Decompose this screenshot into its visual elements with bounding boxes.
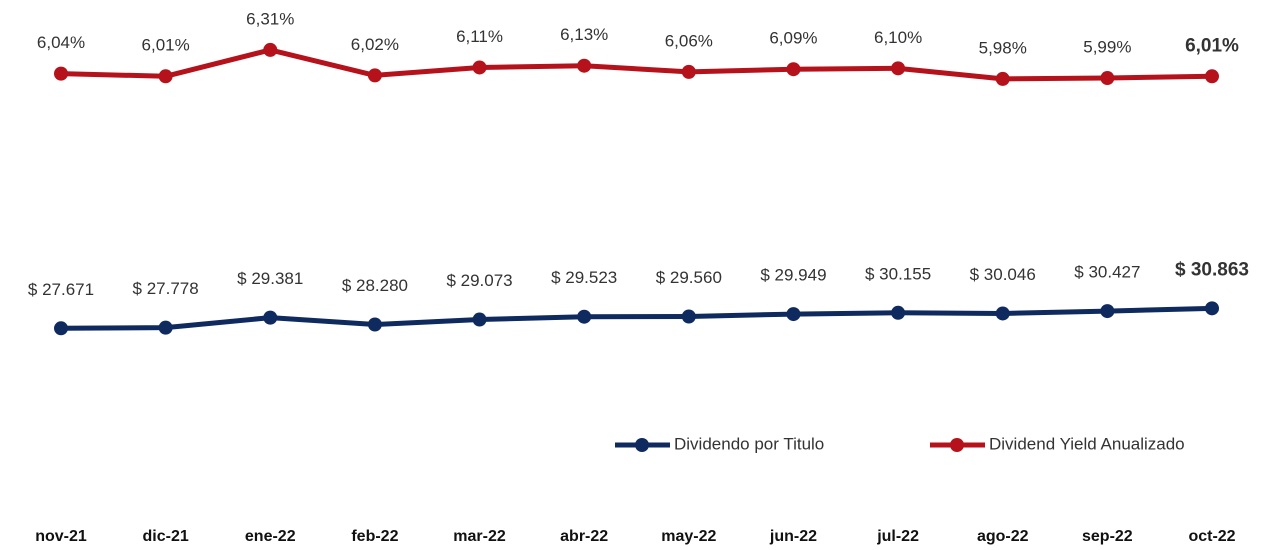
point [367, 317, 382, 332]
data-label: $ 29.073 [446, 271, 512, 290]
x-tick-label: jul-22 [876, 528, 919, 545]
data-label: 5,98% [979, 38, 1027, 57]
data-label: 6,13% [560, 25, 608, 44]
data-label: 6,02% [351, 35, 399, 54]
data-label: 6,01% [142, 36, 190, 55]
point [786, 62, 801, 77]
point [263, 310, 278, 325]
x-tick-label: jun-22 [769, 528, 817, 545]
point [472, 312, 487, 327]
data-label: $ 29.560 [656, 268, 722, 287]
x-tick-label: feb-22 [351, 528, 398, 545]
data-label: 6,11% [456, 27, 503, 46]
data-label: 5,99% [1083, 38, 1131, 57]
point [577, 58, 592, 73]
x-tick-label: may-22 [661, 528, 716, 545]
data-label: $ 27.778 [133, 279, 199, 298]
x-tick-label: sep-22 [1082, 528, 1133, 545]
data-label: 6,01% [1185, 35, 1239, 56]
point [1100, 71, 1115, 86]
data-label: $ 30.046 [970, 265, 1036, 284]
data-label: $ 30.155 [865, 264, 931, 283]
point [681, 309, 696, 324]
x-tick-label: oct-22 [1188, 528, 1235, 545]
x-tick-label: nov-21 [35, 528, 87, 545]
point [367, 68, 382, 83]
legend-marker [950, 438, 964, 452]
legend-label: Dividend Yield Anualizado [989, 434, 1185, 453]
x-tick-label: ene-22 [245, 528, 296, 545]
point [54, 321, 68, 336]
point [54, 66, 68, 81]
series-line [60, 47, 1213, 82]
data-label: $ 30.427 [1074, 263, 1140, 282]
point [891, 61, 906, 76]
point [1205, 69, 1219, 84]
point [681, 64, 696, 79]
point [786, 307, 801, 322]
point [995, 306, 1010, 321]
data-label: 6,06% [665, 31, 713, 50]
point [1205, 301, 1219, 316]
point [158, 69, 173, 84]
point [1100, 304, 1115, 319]
point [263, 42, 278, 57]
x-tick-label: mar-22 [453, 528, 506, 545]
data-label: $ 27.671 [28, 280, 94, 299]
point [577, 309, 592, 324]
data-label: 6,09% [769, 29, 817, 48]
data-label: $ 30.863 [1175, 259, 1249, 280]
data-label: 6,10% [874, 28, 922, 47]
series-line [60, 305, 1213, 331]
data-label: $ 29.523 [551, 268, 617, 287]
data-label: $ 28.280 [342, 276, 408, 295]
x-tick-label: ago-22 [977, 528, 1029, 545]
legend-label: Dividendo por Titulo [674, 434, 824, 453]
data-label: 6,04% [37, 33, 85, 52]
point [472, 60, 487, 75]
data-label: $ 29.381 [237, 269, 303, 288]
data-label: 6,31% [246, 9, 294, 28]
point [995, 71, 1010, 86]
point [158, 320, 173, 335]
x-tick-label: abr-22 [560, 528, 608, 545]
x-tick-label: dic-21 [143, 528, 189, 545]
point [891, 305, 906, 320]
legend-marker [635, 438, 649, 452]
data-label: $ 29.949 [760, 266, 826, 285]
